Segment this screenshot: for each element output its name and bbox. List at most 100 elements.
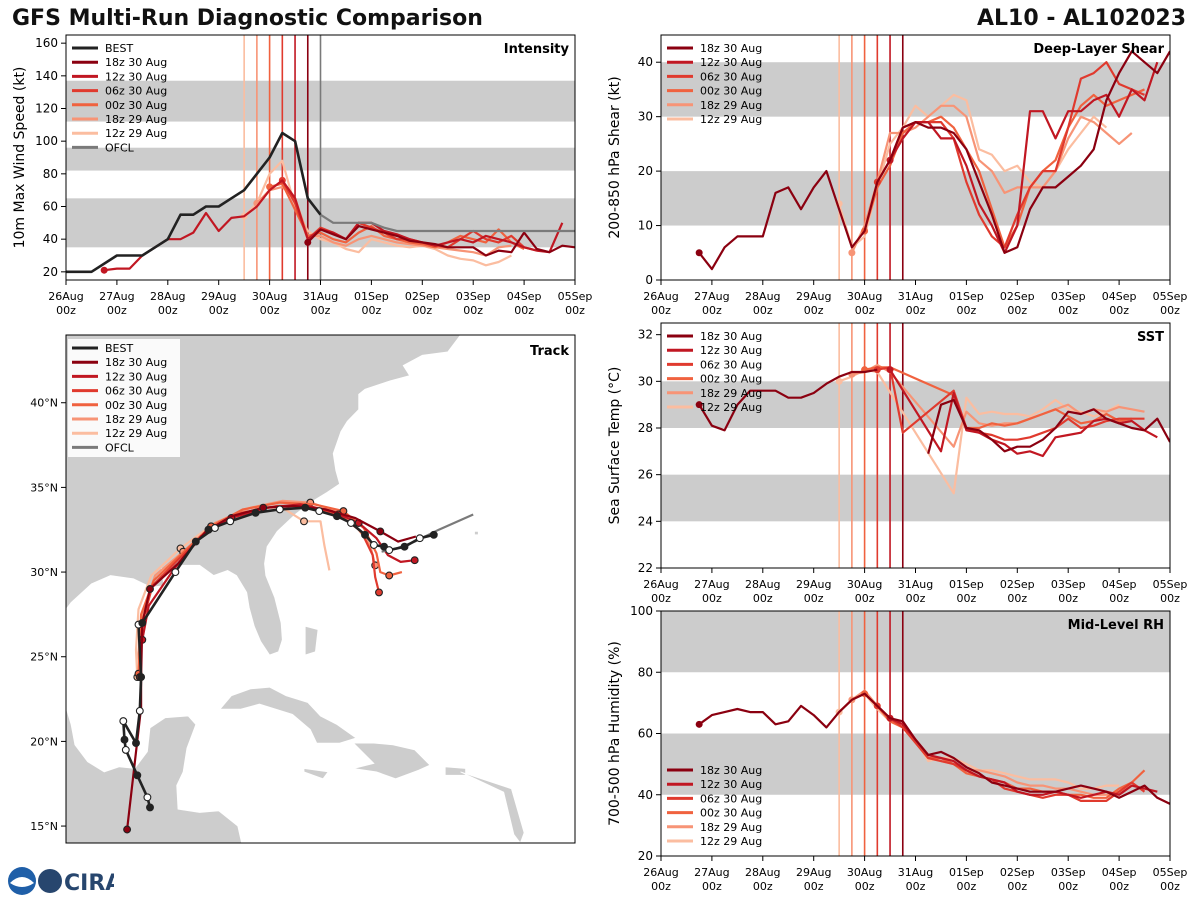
intensity-ytick-label: 40 (43, 232, 58, 246)
track-legend-label-BEST: BEST (105, 342, 133, 355)
rh-init-point-18z-30-Aug (695, 720, 703, 728)
sst-ytick-label: 28 (638, 421, 653, 435)
sst-xtick-label: 02Sep (1000, 578, 1035, 591)
track-point-BEST (251, 508, 260, 517)
shear-xtick-label: 04Sep (1102, 290, 1137, 303)
track-series-00z-30-Aug (137, 501, 403, 674)
shear-ytick-label: 10 (638, 219, 653, 233)
track-point-18z-30-Aug (146, 585, 154, 593)
rh-xtick-sublabel: 00z (855, 880, 875, 893)
track-legend-label-00z-30-Aug: 00z 30 Aug (105, 399, 167, 412)
intensity-legend-label-12z-29-Aug: 12z 29 Aug (105, 127, 167, 140)
sst-legend-label-18z-29-Aug: 18z 29 Aug (700, 387, 762, 400)
rh-legend-label-00z-30-Aug: 00z 30 Aug (700, 807, 762, 820)
globe-emblem-icon (38, 869, 62, 893)
sst-legend-label-12z-30-Aug: 12z 30 Aug (700, 344, 762, 357)
intensity-ytick-label: 20 (43, 265, 58, 279)
shear-xtick-label: 05Sep (1153, 290, 1188, 303)
rh-xtick-sublabel: 00z (651, 880, 671, 893)
shear-legend-label-18z-30-Aug: 18z 30 Aug (700, 42, 762, 55)
shear-xtick-sublabel: 00z (1007, 304, 1027, 317)
intensity-series-BEST (66, 131, 322, 274)
intensity-xtick-sublabel: 00z (565, 304, 585, 317)
shear-panel: 01020304026Aug00z27Aug00z28Aug00z29Aug00… (607, 34, 1188, 317)
sst-series-18z-30-Aug (698, 368, 1170, 454)
sst-xtick-label: 05Sep (1153, 578, 1188, 591)
sst-xtick-label: 31Aug (898, 578, 933, 591)
sst-xtick-label: 03Sep (1051, 578, 1086, 591)
track-point-BEST (429, 530, 438, 539)
shear-series-12z-29-Aug (838, 93, 1108, 249)
shear-series-18z-29-Aug (850, 104, 1133, 254)
storm-id: AL10 - AL102023 (977, 6, 1186, 31)
track-legend-label-18z-30-Aug: 18z 30 Aug (105, 356, 167, 369)
sst-series-06z-30-Aug (877, 366, 1145, 441)
rh-title: Mid-Level RH (1068, 618, 1164, 633)
logo-graphic: CIRA (8, 867, 122, 896)
shear-init-point-18z-30-Aug (695, 249, 703, 257)
shear-xtick-label: 30Aug (847, 290, 882, 303)
sst-init-point-18z-30-Aug (695, 401, 703, 409)
intensity-panel: 2040608010012014016026Aug00z27Aug00z28Au… (12, 34, 592, 317)
shear-xtick-label: 26Aug (643, 290, 678, 303)
bermuda-land (474, 531, 479, 536)
intensity-legend-label-00z-30-Aug: 00z 30 Aug (105, 99, 167, 112)
shear-legend-label-12z-30-Aug: 12z 30 Aug (700, 56, 762, 69)
track-point-BEST (226, 517, 235, 526)
sst-xtick-sublabel: 00z (1007, 592, 1027, 605)
cuba-land (219, 686, 357, 744)
track-point-BEST (301, 503, 310, 512)
track-point-BEST (143, 793, 152, 802)
rh-legend-label-12z-29-Aug: 12z 29 Aug (700, 835, 762, 848)
track-point-BEST (137, 673, 146, 682)
shear-xtick-sublabel: 00z (753, 304, 773, 317)
rh-xtick-sublabel: 00z (1058, 880, 1078, 893)
track-point-18z-30-Aug (123, 825, 132, 834)
intensity-xtick-label: 02Sep (405, 290, 440, 303)
rh-legend-label-12z-30-Aug: 12z 30 Aug (700, 778, 762, 791)
rh-ytick-label: 60 (638, 727, 653, 741)
track-point-BEST (135, 706, 144, 715)
rh-ylabel: 700-500 hPa Humidity (%) (607, 641, 623, 826)
intensity-legend-label-18z-30-Aug: 18z 30 Aug (105, 56, 167, 69)
track-point-BEST (369, 541, 378, 549)
shear-xtick-label: 02Sep (1000, 290, 1035, 303)
intensity-xtick-sublabel: 00z (463, 304, 483, 317)
rh-xtick-label: 27Aug (694, 866, 729, 879)
track-point-BEST (120, 735, 129, 744)
central-america-land (66, 707, 243, 843)
rh-xtick-sublabel: 00z (1007, 880, 1027, 893)
track-point-BEST (333, 512, 341, 521)
shear-xtick-sublabel: 00z (804, 304, 824, 317)
intensity-xtick-label: 01Sep (354, 290, 389, 303)
rh-xtick-sublabel: 00z (957, 880, 977, 893)
rh-ytick-label: 40 (638, 788, 653, 802)
shear-xtick-sublabel: 00z (1109, 304, 1129, 317)
sst-ytick-label: 30 (638, 374, 653, 388)
intensity-series-12z-29-Aug (243, 159, 512, 267)
track-point-BEST (121, 745, 130, 754)
rh-xtick-sublabel: 00z (1109, 880, 1129, 893)
track-point-00z-30-Aug (385, 571, 394, 580)
shear-init-point-18z-29-Aug (848, 249, 856, 257)
intensity-legend-label-BEST: BEST (105, 42, 133, 55)
shear-legend-label-18z-29-Aug: 18z 29 Aug (700, 99, 762, 112)
rh-series-06z-30-Aug (876, 705, 1146, 802)
track-lat-label: 35°N (30, 481, 58, 494)
intensity-legend-label-OFCL: OFCL (105, 141, 135, 154)
rh-xtick-sublabel: 00z (804, 880, 824, 893)
intensity-ytick-label: 140 (35, 69, 58, 83)
rh-xtick-label: 03Sep (1051, 866, 1086, 879)
intensity-ylabel: 10m Max Wind Speed (kt) (12, 67, 28, 249)
sst-xtick-sublabel: 00z (804, 592, 824, 605)
sst-legend-label-12z-29-Aug: 12z 29 Aug (700, 401, 762, 414)
sst-xtick-label: 26Aug (643, 578, 678, 591)
rh-xtick-sublabel: 00z (702, 880, 722, 893)
intensity-xtick-label: 30Aug (252, 290, 287, 303)
intensity-init-point-18z-30-Aug (304, 238, 312, 246)
rh-plot-area (661, 611, 1170, 856)
shear-xtick-label: 29Aug (796, 290, 831, 303)
